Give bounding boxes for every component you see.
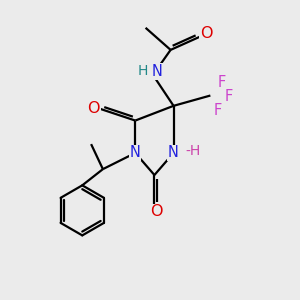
Text: F: F <box>224 89 233 104</box>
Text: O: O <box>151 204 163 219</box>
Text: F: F <box>218 75 226 90</box>
Text: -H: -H <box>185 145 200 158</box>
Text: O: O <box>200 26 212 41</box>
Text: N: N <box>152 64 163 79</box>
Text: H: H <box>137 64 148 78</box>
Text: O: O <box>87 101 100 116</box>
Text: N: N <box>168 146 179 160</box>
Text: N: N <box>130 146 141 160</box>
Text: F: F <box>214 103 222 118</box>
